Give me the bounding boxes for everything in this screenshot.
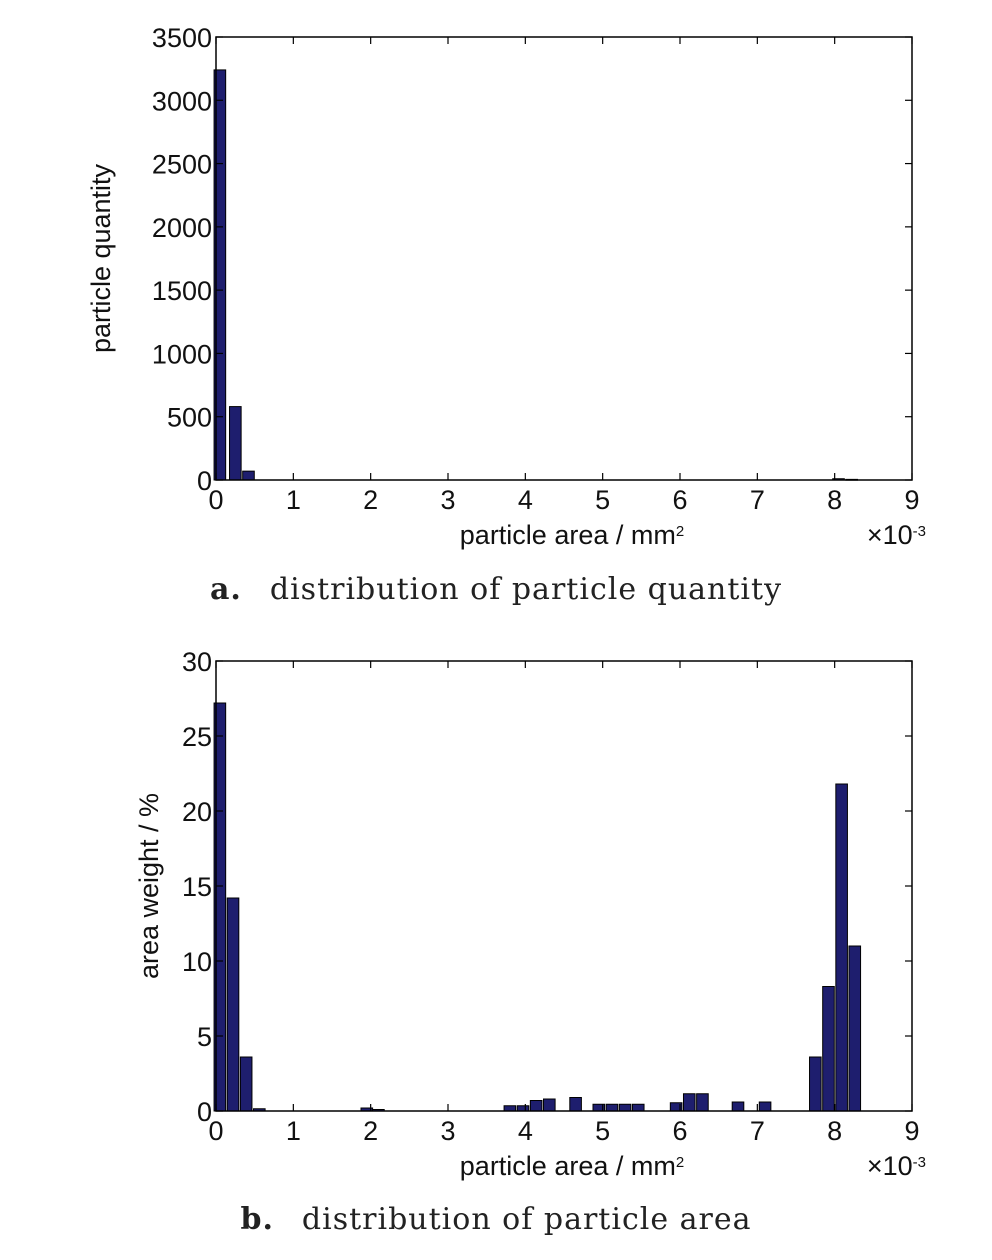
chart-b-bar [618, 1103, 632, 1112]
chart-a-xtick-label: 8 [827, 485, 842, 515]
caption-a: a. distribution of particle quantity [0, 572, 992, 607]
chart-a-xtick-label: 9 [904, 485, 919, 515]
chart-b-bar [239, 1056, 253, 1112]
chart-b-plot-frame [215, 660, 913, 1112]
chart-b-bar [516, 1105, 530, 1112]
chart-b-bar [543, 1098, 556, 1112]
chart-a-bar [242, 470, 255, 481]
chart-b-xlabel: particle area / mm2 [460, 1151, 684, 1181]
chart-a-xtick-label: 7 [750, 485, 765, 515]
chart-b-bar [529, 1100, 543, 1112]
chart-b-bar [835, 783, 848, 1112]
chart-a-ytick-label: 3000 [152, 86, 212, 116]
chart-a-ytick-label: 1500 [152, 276, 212, 306]
chart-b-xtick-label: 2 [363, 1116, 378, 1146]
chart-b-ytick-label: 15 [182, 872, 212, 902]
chart-b-bar [822, 986, 835, 1112]
chart-b-ylabel: area weight / % [134, 793, 164, 979]
chart-b-xtick-label: 4 [518, 1116, 533, 1146]
caption-a-letter: a. [209, 572, 242, 607]
chart-b-xtick-label: 0 [208, 1116, 223, 1146]
chart-a-xlabel: particle area / mm2 [460, 520, 684, 550]
chart-a-ytick-label: 1000 [152, 339, 212, 369]
chart-a-xtick-label: 2 [363, 485, 378, 515]
chart-a-ytick-label: 2000 [152, 213, 212, 243]
chart-a-ytick-label: 0 [197, 466, 212, 496]
chart-b-bar [226, 897, 240, 1112]
caption-b-text: distribution of particle area [301, 1202, 752, 1237]
chart-a-svg: 0 1 2 3 4 5 6 7 8 9 0 500 1000 1500 2000 2500 3000 3500 pa… [86, 23, 926, 550]
chart-b-x-multiplier: ×10-3 [867, 1151, 926, 1181]
chart-b-ytick-label: 0 [197, 1097, 212, 1127]
chart-b-svg: 0 1 2 3 4 5 6 7 8 9 0 5 10 15 20 25 30 particle area / mm… [134, 647, 926, 1181]
chart-a-xtick-label: 0 [208, 485, 223, 515]
chart-b-ytick-label: 20 [182, 797, 212, 827]
chart-a-bar [229, 406, 242, 481]
chart-panel-a: 0 1 2 3 4 5 6 7 8 9 0 500 1000 1500 2000 2500 3000 3500 pa… [0, 0, 992, 625]
chart-panel-b: 0 1 2 3 4 5 6 7 8 9 0 5 10 15 20 25 30 particle area / mm… [0, 640, 992, 1260]
chart-b-bar [503, 1105, 517, 1112]
chart-b-ytick-label: 10 [182, 947, 212, 977]
chart-b-ytick-label: 5 [197, 1022, 212, 1052]
chart-b-bar [605, 1103, 619, 1112]
chart-b-xtick-label: 1 [286, 1116, 301, 1146]
chart-b-bar [631, 1103, 645, 1112]
chart-a-xtick-label: 3 [440, 485, 455, 515]
chart-b-xtick-label: 9 [904, 1116, 919, 1146]
chart-b-xtick-label: 5 [595, 1116, 610, 1146]
chart-b-bar [682, 1093, 696, 1112]
chart-b-bar [696, 1093, 709, 1112]
caption-b: b. distribution of particle area [0, 1202, 992, 1237]
chart-a-ylabel: particle quantity [86, 163, 116, 353]
chart-b-xtick-label: 7 [750, 1116, 765, 1146]
chart-a-xtick-label: 5 [595, 485, 610, 515]
chart-b-bar [758, 1101, 772, 1112]
chart-a-plot-frame [215, 36, 913, 481]
chart-b-bar [569, 1097, 582, 1112]
chart-b-ytick-label: 30 [182, 647, 212, 677]
chart-a-xtick-label: 4 [518, 485, 533, 515]
chart-a-ytick-label: 500 [167, 403, 212, 433]
caption-a-text: distribution of particle quantity [269, 572, 783, 607]
chart-a-xtick-label: 1 [286, 485, 301, 515]
chart-a-ytick-label: 3500 [152, 23, 212, 53]
chart-a-xtick-label: 6 [672, 485, 687, 515]
chart-b-xtick-label: 3 [440, 1116, 455, 1146]
chart-b-xtick-label: 6 [672, 1116, 687, 1146]
chart-b-ytick-label: 25 [182, 722, 212, 752]
chart-b-bar [809, 1056, 822, 1112]
caption-b-letter: b. [240, 1202, 274, 1237]
chart-b-xtick-label: 8 [827, 1116, 842, 1146]
chart-a-ytick-label: 2500 [152, 150, 212, 180]
chart-a-x-multiplier: ×10-3 [867, 520, 926, 550]
chart-b-bar [731, 1101, 745, 1112]
chart-b-bar [848, 945, 862, 1112]
